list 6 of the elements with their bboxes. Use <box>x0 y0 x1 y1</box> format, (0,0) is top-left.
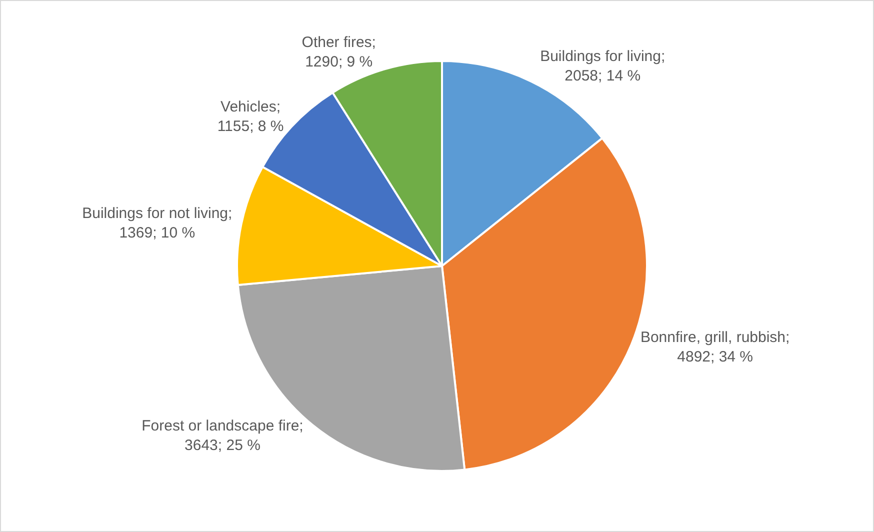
slice-label: Bonnfire, grill, rubbish; 4892; 34 % <box>640 329 790 366</box>
slice-label: Buildings for living; 2058; 14 % <box>540 48 666 85</box>
slice-label: Buildings for not living; 1369; 10 % <box>82 205 232 242</box>
slice-label: Vehicles; 1155; 8 % <box>217 98 284 135</box>
slice-label: Other fires; 1290; 9 % <box>302 34 376 70</box>
slice-label: Forest or landscape fire; 3643; 25 % <box>142 418 304 454</box>
